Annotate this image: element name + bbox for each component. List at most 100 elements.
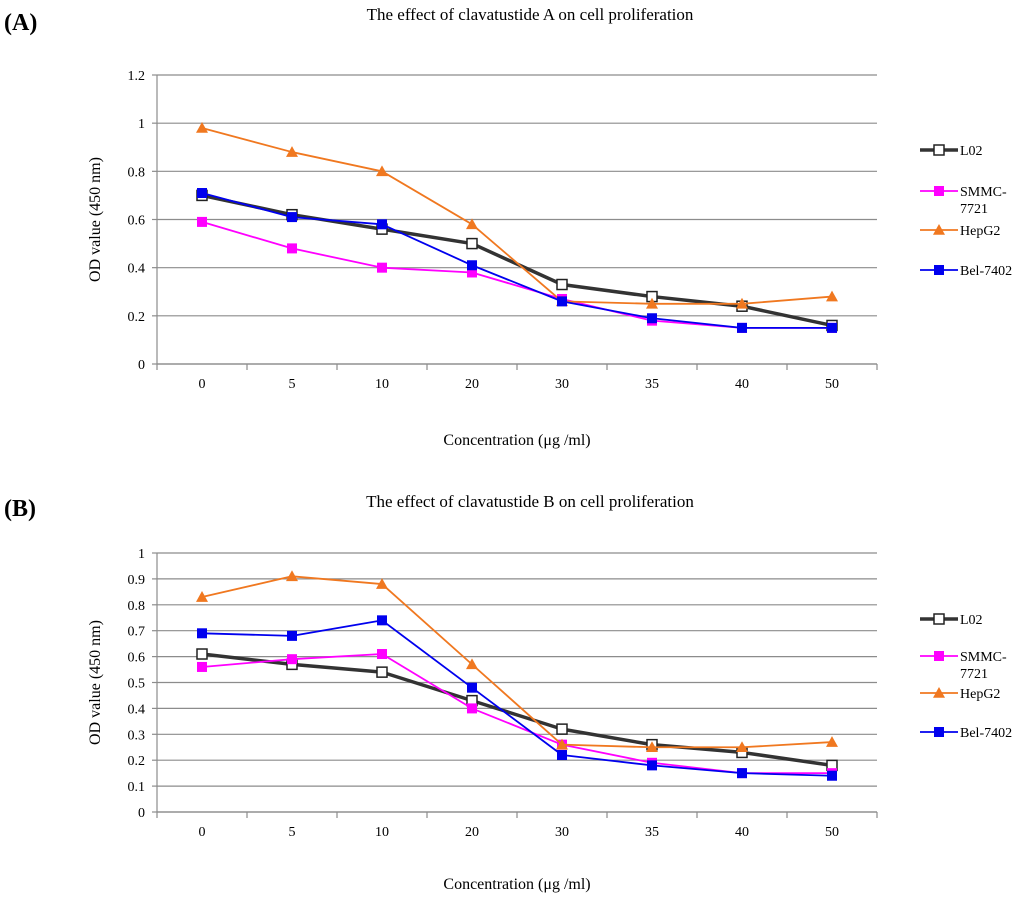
chart-title: The effect of clavatustide A on cell pro…	[367, 5, 694, 24]
series-line	[201, 619, 833, 777]
legend-marker	[934, 651, 944, 661]
legend-label: Bel-7402	[960, 264, 1012, 279]
data-point	[286, 570, 298, 582]
data-point	[287, 212, 297, 223]
y-tick-label: 0.3	[128, 728, 146, 743]
series-line	[201, 192, 832, 329]
x-tick-label: 20	[465, 825, 479, 840]
x-tick-label: 30	[555, 825, 569, 840]
data-point	[197, 216, 207, 227]
data-point	[647, 313, 657, 324]
x-tick-label: 0	[199, 825, 206, 840]
data-point	[376, 578, 388, 589]
data-point	[287, 630, 297, 641]
legend-label: 7721	[960, 202, 988, 217]
y-tick-label: 0.8	[128, 165, 146, 180]
y-tick-label: 0.6	[128, 651, 146, 666]
y-tick-label: 0.7	[128, 625, 146, 640]
legend-item: SMMC- 7721	[920, 185, 1007, 217]
x-tick-label: 50	[825, 825, 839, 840]
data-point	[376, 666, 388, 678]
data-point	[197, 188, 207, 199]
data-point	[377, 262, 387, 273]
chart-panel-b: (B) The effect of clavatustide B on cell …	[4, 492, 1012, 893]
data-point	[827, 322, 837, 333]
data-point	[826, 290, 838, 302]
y-tick-label: 1	[138, 117, 145, 132]
x-tick-label: 35	[645, 377, 659, 392]
legend-marker	[933, 224, 945, 235]
legend-item: Bel-7402	[920, 726, 1012, 741]
series-bel-7402	[197, 615, 837, 781]
legend-label: L02	[960, 613, 983, 628]
y-tick-label: 0.9	[128, 573, 146, 588]
y-axis-label: OD value (450 nm)	[87, 620, 104, 745]
x-axis-label: Concentration (μg /ml)	[443, 876, 590, 893]
data-point	[557, 750, 567, 761]
y-tick-label: 1	[138, 547, 145, 562]
data-point	[647, 760, 657, 771]
data-point	[556, 723, 568, 735]
x-tick-label: 50	[825, 377, 839, 392]
legend-label: HepG2	[960, 224, 1000, 239]
legend-item: HepG2	[920, 687, 1000, 702]
data-point	[287, 243, 297, 254]
y-tick-label: 0	[138, 806, 145, 821]
series-bel-7402	[197, 188, 837, 333]
data-point	[376, 165, 388, 177]
series-line	[201, 652, 833, 768]
x-tick-label: 10	[375, 825, 389, 840]
data-point	[286, 146, 298, 157]
data-point	[557, 296, 567, 307]
x-tick-label: 30	[555, 377, 569, 392]
y-tick-label: 0.5	[128, 677, 146, 692]
data-point	[646, 741, 658, 753]
legend-label: 7721	[960, 667, 988, 682]
data-point	[466, 218, 478, 230]
data-point	[467, 267, 477, 278]
series-line	[201, 575, 833, 749]
panel-label: (B)	[4, 496, 36, 522]
data-point	[556, 278, 568, 291]
data-point	[737, 768, 747, 779]
x-tick-label: 40	[735, 825, 749, 840]
data-point	[826, 736, 838, 747]
legend-item: L02	[920, 613, 983, 628]
data-point	[737, 322, 747, 333]
legend-marker	[933, 687, 945, 698]
legend-marker	[934, 727, 944, 737]
chart-panel-a: (A) The effect of clavatustide A on cell …	[4, 5, 1012, 449]
data-point	[197, 661, 207, 672]
data-point	[646, 297, 658, 309]
x-tick-label: 0	[199, 377, 206, 392]
legend-item: Bel-7402	[920, 264, 1012, 279]
panel-label: (A)	[4, 10, 37, 36]
y-tick-label: 0.8	[128, 599, 146, 614]
data-point	[467, 260, 477, 271]
data-point	[466, 237, 478, 250]
data-point	[377, 219, 387, 230]
series-hepg2	[196, 570, 838, 753]
legend-marker	[934, 265, 944, 275]
y-tick-label: 0.4	[128, 262, 146, 277]
legend-item: SMMC- 7721	[920, 650, 1007, 682]
x-tick-label: 35	[645, 825, 659, 840]
y-tick-label: 0	[138, 358, 145, 373]
legend-item: HepG2	[920, 224, 1000, 239]
data-point	[196, 121, 208, 133]
legend-marker	[933, 144, 945, 156]
legend-marker	[934, 186, 944, 196]
legend-item: L02	[920, 144, 983, 159]
data-point	[467, 703, 477, 714]
chart-title: The effect of clavatustide B on cell pro…	[366, 492, 694, 511]
data-point	[556, 738, 568, 750]
legend-label: SMMC-	[960, 650, 1007, 665]
legend-label: SMMC-	[960, 185, 1007, 200]
series-line	[201, 127, 833, 305]
y-tick-label: 0.2	[128, 754, 146, 769]
data-point	[827, 770, 837, 781]
data-point	[287, 654, 297, 665]
x-tick-label: 5	[289, 825, 296, 840]
data-point	[466, 658, 478, 670]
